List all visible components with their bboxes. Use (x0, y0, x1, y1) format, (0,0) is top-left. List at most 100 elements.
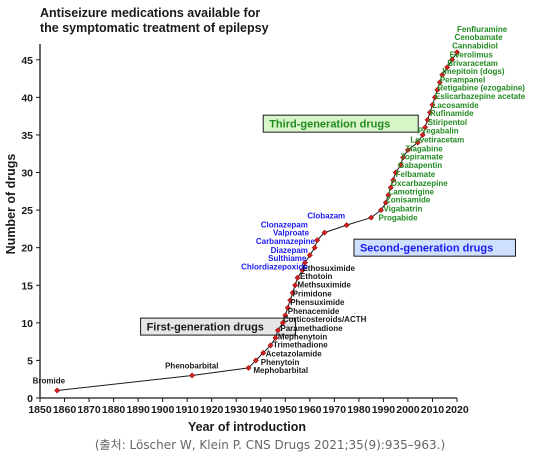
data-point (449, 56, 456, 63)
annotation-label: First-generation drugs (147, 322, 264, 334)
data-point (289, 289, 296, 296)
data-point (274, 327, 281, 334)
data-point (311, 244, 318, 251)
drug-label: Sulthiame (268, 254, 307, 263)
drug-label: Valproate (273, 229, 310, 238)
data-point (301, 259, 308, 266)
drug-label: Zonisamide (386, 196, 431, 205)
drug-label: Clonazepam (261, 220, 308, 229)
drug-label: Cenobamate (455, 33, 504, 42)
data-point (321, 229, 328, 236)
annotation-label: Second-generation drugs (360, 243, 493, 255)
source-caption: (출처: Löscher W, Klein P. CNS Drugs 2021;… (94, 438, 446, 452)
x-tick-label: 1900 (151, 404, 175, 416)
data-point (252, 357, 259, 364)
data-point (399, 154, 407, 161)
drug-label: Progabide (379, 214, 419, 223)
drug-label: Tiagabine (405, 144, 443, 153)
drug-label: Levetiracetam (410, 135, 464, 144)
data-point (368, 214, 375, 221)
y-tick-label: 10 (21, 318, 33, 330)
data-point (387, 184, 394, 191)
y-tick-label: 25 (21, 205, 33, 217)
drug-label: Eslicarbazepine acetate (435, 92, 526, 101)
drug-label: Corticosteroids/ACTH (283, 315, 367, 324)
data-point (419, 131, 426, 138)
x-tick-label: 2000 (396, 404, 420, 416)
generation-annotations: First-generation drugs Second-generation … (140, 114, 516, 336)
x-tick-label: 1920 (200, 404, 224, 416)
drug-label: Fenfluramine (457, 25, 508, 34)
data-point (54, 387, 61, 394)
x-tick-label: 1930 (225, 404, 249, 416)
chart-title-line-2: the symptomatic treatment of epilepsy (40, 21, 269, 35)
data-point (436, 79, 443, 86)
data-point (314, 237, 321, 244)
drug-label: Phenacemide (288, 307, 340, 316)
generation-annotation: Third-generation drugs (262, 114, 419, 133)
generation-annotation: First-generation drugs (140, 317, 297, 336)
cumulative-drugs-series (54, 49, 461, 394)
data-point (292, 282, 299, 289)
x-tick-label: 2010 (421, 404, 445, 416)
data-point (260, 349, 267, 356)
drug-label: Methsuximide (298, 281, 352, 290)
drug-label: Imepitoin (dogs) (442, 67, 505, 76)
data-point (267, 342, 274, 349)
drug-label: Rufinamide (430, 109, 474, 118)
y-tick-label: 0 (27, 393, 33, 405)
annotation-box (353, 238, 516, 257)
y-tick-label: 20 (21, 243, 33, 255)
y-tick-label: 35 (21, 130, 33, 142)
axes: 1850 1860 1870 1880 1890 1900 1910 1920 1930 1940… (21, 44, 469, 416)
data-point (434, 86, 441, 93)
x-tick-label: 1870 (77, 404, 101, 416)
data-point (385, 192, 392, 199)
data-point (245, 364, 252, 371)
data-point (382, 199, 389, 206)
drug-label: Ethosuximide (302, 264, 355, 273)
x-tick-label: 2020 (445, 404, 469, 416)
drug-label: Ethotoin (300, 272, 333, 281)
drug-label: Lacosamide (432, 101, 479, 110)
data-point (306, 252, 313, 259)
drug-label: Vigabatrin (383, 205, 422, 214)
data-point (439, 71, 446, 78)
drug-label: Retigabine (ezogabine) (437, 84, 525, 93)
y-tick-label: 5 (27, 355, 33, 367)
drug-label: Mephobarbital (253, 366, 308, 375)
data-point (294, 274, 301, 281)
x-tick-label: 1860 (53, 404, 77, 416)
drug-label: Carbamazepine (256, 237, 316, 246)
data-point (424, 116, 431, 123)
drug-label: Trimethadione (273, 341, 328, 350)
drug-label: Mephenytoin (278, 332, 327, 341)
drug-label: Lamotrigine (388, 187, 434, 196)
drug-label: Clobazam (307, 211, 345, 220)
data-point (279, 319, 286, 326)
data-point (426, 109, 434, 116)
drug-label: Primidone (293, 290, 333, 299)
y-tick-label: 40 (21, 92, 33, 104)
y-tick-label: 45 (21, 55, 33, 67)
data-point (282, 312, 289, 319)
data-point (404, 146, 411, 154)
drug-label: Oxcarbazepine (391, 179, 448, 188)
data-point (189, 372, 196, 379)
x-tick-label: 1940 (249, 404, 273, 416)
y-axis-label: Number of drugs (4, 154, 18, 255)
x-tick-label: 1980 (347, 404, 371, 416)
data-point (284, 304, 291, 311)
drug-label: Topiramate (401, 153, 444, 162)
data-point (431, 94, 438, 101)
drug-label: Everolimus (450, 51, 494, 60)
x-tick-label: 1880 (102, 404, 126, 416)
y-tick-label: 15 (21, 280, 33, 292)
x-tick-label: 1970 (323, 404, 347, 416)
data-point (422, 124, 429, 131)
x-tick-label: 1950 (274, 404, 298, 416)
data-point (397, 161, 404, 169)
data-point (299, 267, 306, 274)
x-tick-label: 1890 (126, 404, 150, 416)
